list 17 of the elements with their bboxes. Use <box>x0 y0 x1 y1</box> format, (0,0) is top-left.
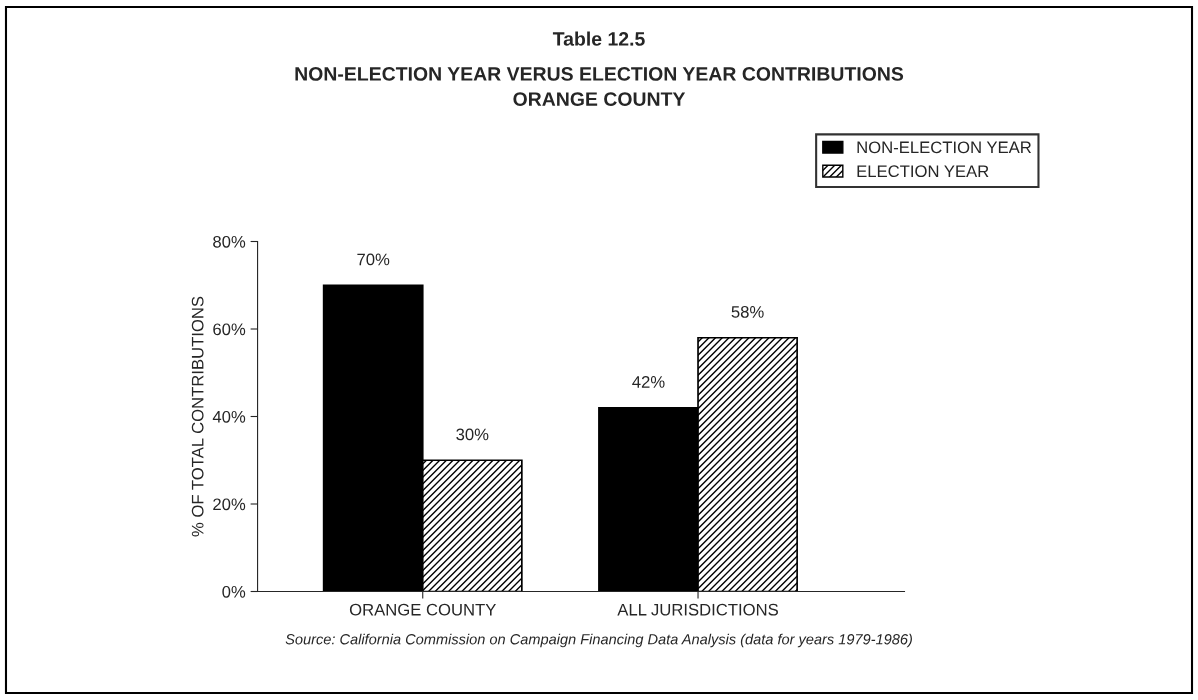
chart-subtitle: NON-ELECTION YEAR VERUS ELECTION YEAR CONTRIBUTIONS ORANGE COUNTY <box>295 67 904 106</box>
chart-title: Table 12.5 <box>552 31 645 46</box>
y-tick-label: 40% <box>212 410 246 423</box>
x-tick-label: ORANGE COUNTY <box>349 603 496 616</box>
y-tick-label: 80% <box>213 235 246 248</box>
legend-label: NON-ELECTION YEAR <box>857 141 1032 154</box>
data-label: 58% <box>731 305 764 318</box>
y-tick-label: 0% <box>222 585 246 598</box>
source-note: Source: California Commission on Campaign Financing Data Analysis (data for years 1979-1986) <box>285 633 912 648</box>
data-label: 42% <box>632 375 665 388</box>
data-label: 30% <box>456 428 489 441</box>
y-tick-label: 60% <box>213 323 246 336</box>
y-axis-title: % OF TOTAL CONTRIBUTIONS <box>191 296 204 537</box>
y-tick-label: 20% <box>213 498 246 511</box>
data-label: 70% <box>357 253 390 266</box>
x-tick-label: ALL JURISDICTIONS <box>617 603 778 616</box>
legend-label: ELECTION YEAR <box>857 165 989 178</box>
